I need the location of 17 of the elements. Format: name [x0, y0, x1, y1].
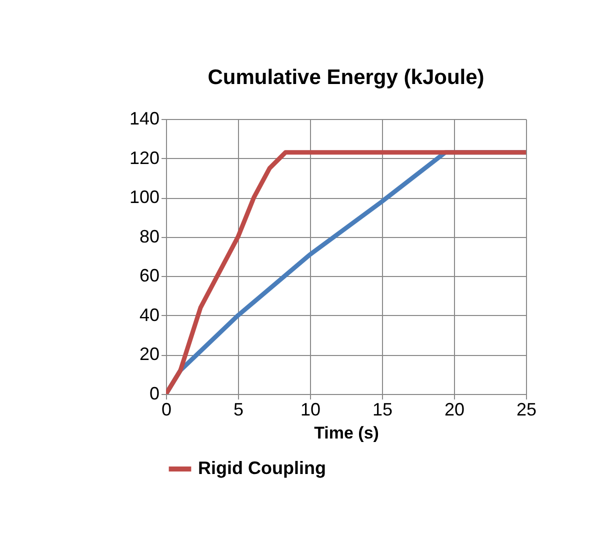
y-tick-label: 40 — [139, 304, 160, 325]
y-tick-label: 120 — [129, 148, 160, 168]
x-tick-label: 20 — [444, 400, 465, 420]
x-tick-label: 0 — [161, 400, 172, 420]
legend-label: Rigid Coupling — [198, 458, 326, 478]
y-tick-label: 100 — [129, 187, 160, 208]
x-tick-label: 10 — [300, 400, 321, 420]
x-tick-label: 15 — [372, 400, 393, 420]
x-tick-label: 25 — [516, 400, 537, 420]
chart-title: Cumulative Energy (kJoule) — [208, 66, 484, 89]
x-tick-label: 5 — [233, 400, 244, 420]
y-tick-label: 60 — [139, 266, 160, 286]
y-tick-label: 140 — [129, 108, 160, 128]
y-tick-label: 0 — [149, 384, 160, 404]
y-tick-label: 80 — [139, 226, 160, 246]
y-tick-label: 20 — [139, 344, 160, 364]
x-axis-title: Time (s) — [314, 424, 379, 442]
